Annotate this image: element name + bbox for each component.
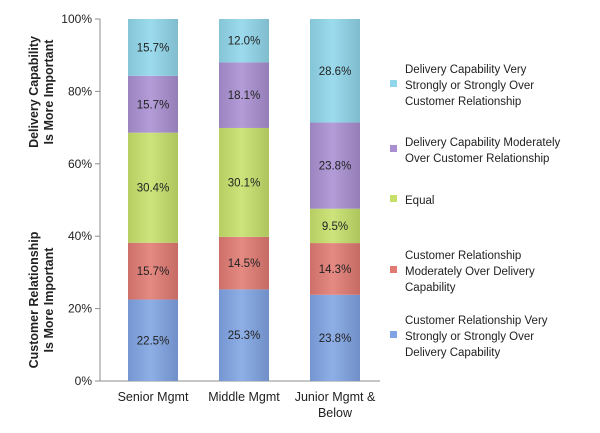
y-axis-titles: Delivery Capability Is More ImportantCust…	[27, 36, 56, 368]
data-label: 9.5%	[322, 221, 348, 233]
data-label: 15.7%	[137, 42, 170, 54]
data-label: 23.8%	[319, 161, 352, 173]
bar-segment	[128, 299, 178, 381]
legend-swatch	[390, 145, 397, 152]
y-axis-title: Customer Relationship	[27, 231, 41, 368]
legend-label: Customer Relationship	[405, 250, 521, 262]
data-label: 18.1%	[228, 90, 261, 102]
data-label: 12.0%	[228, 36, 261, 48]
data-label: 30.4%	[137, 183, 170, 195]
bar-segment	[219, 62, 269, 128]
legend-label: Customer Relationship	[405, 96, 521, 108]
bar-segment	[219, 19, 269, 63]
data-label: 22.5%	[137, 335, 170, 347]
legend-label: Delivery Capability Very	[405, 64, 527, 76]
data-label: 23.8%	[319, 333, 352, 345]
legend-swatch	[390, 195, 397, 202]
category-label: Senior Mgmt	[118, 390, 189, 404]
legend-label: Delivery Capability	[405, 347, 500, 359]
bar-segment	[219, 236, 269, 290]
data-label: 30.1%	[228, 177, 261, 189]
legend-label: Equal	[405, 195, 434, 207]
legend: Delivery Capability Very Strongly or Stro…	[390, 64, 561, 359]
legend-label: Delivery Capability Moderately	[405, 137, 561, 149]
data-label: 14.3%	[319, 264, 352, 276]
legend-label: Strongly or Strongly Over	[405, 331, 534, 343]
bar-segment	[128, 75, 178, 133]
legend-label: Strongly or Strongly Over	[405, 80, 534, 92]
data-label: 14.5%	[228, 258, 261, 270]
data-label: 15.7%	[137, 266, 170, 278]
legend-label: Customer Relationship Very	[405, 315, 548, 327]
category-label: Middle Mgmt	[208, 390, 280, 404]
y-tick-label: 40%	[68, 229, 92, 243]
bar-segment	[128, 242, 178, 300]
category-label: Below	[318, 406, 353, 420]
y-tick-label: 100%	[61, 12, 92, 26]
bar-segment	[310, 208, 360, 244]
data-label: 25.3%	[228, 330, 261, 342]
bars	[128, 19, 360, 381]
bar-segment	[310, 294, 360, 381]
y-axis-title: Delivery Capability	[27, 36, 41, 148]
bar-segment	[310, 243, 360, 295]
legend-swatch	[390, 331, 397, 338]
legend-swatch	[390, 266, 397, 273]
y-tick-label: 60%	[68, 157, 92, 171]
bar-segment	[219, 127, 269, 237]
category-labels: Senior Mgmt Middle Mgmt Junior Mgmt & Below	[118, 390, 376, 420]
bar-segment	[128, 19, 178, 76]
data-label: 28.6%	[319, 66, 352, 78]
legend-label: Over Customer Relationship	[405, 153, 549, 165]
bar-segment	[310, 122, 360, 209]
bar-segment	[128, 132, 178, 243]
data-label: 15.7%	[137, 99, 170, 111]
bar-segment	[310, 19, 360, 123]
y-axis-title: Is More Important	[42, 39, 56, 145]
y-tick-label: 80%	[68, 84, 92, 98]
bar-segment	[219, 289, 269, 381]
y-tick-label: 20%	[68, 302, 92, 316]
legend-label: Moderately Over Delivery	[405, 266, 535, 278]
legend-label: Capability	[405, 282, 456, 294]
y-tick-label: 0%	[75, 374, 93, 388]
category-label: Junior Mgmt &	[295, 390, 376, 404]
value-labels: 22.5% 15.7% 30.4% 15.7% 15.7% 25.3% 14.5% 30.1%…	[137, 36, 352, 348]
legend-swatch	[390, 80, 397, 87]
y-axis-title: Is More Important	[42, 247, 56, 353]
